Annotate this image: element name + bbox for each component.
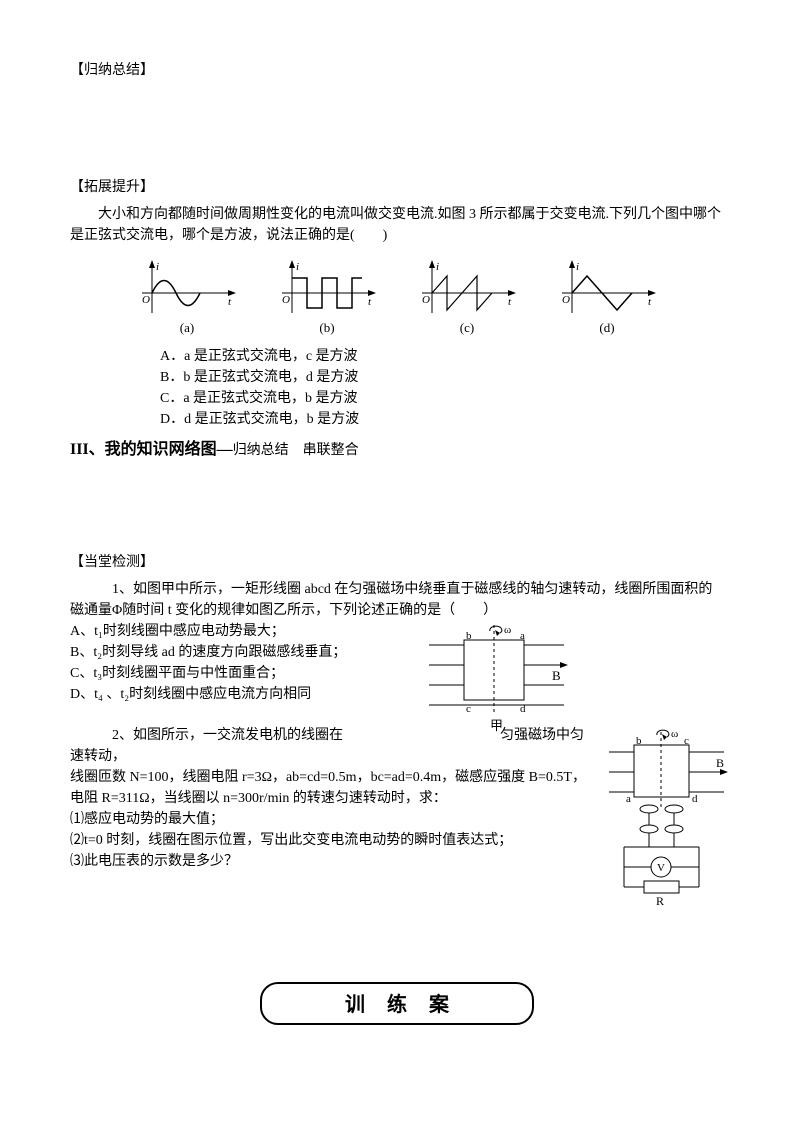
- svg-text:c: c: [684, 735, 689, 747]
- wave-d-svg: i t O: [552, 258, 662, 318]
- section-dangtang-title: 【当堂检测】: [70, 552, 724, 573]
- wave-a-svg: i t O: [132, 258, 242, 318]
- training-box: 训练案: [260, 982, 534, 1025]
- svg-text:i: i: [436, 261, 439, 273]
- axis-i-label: i: [156, 261, 159, 273]
- svg-text:b: b: [636, 735, 642, 747]
- heading-iii: III、我的知识网络图—归纳总结 串联整合: [70, 438, 724, 462]
- svg-text:a: a: [520, 630, 525, 642]
- svg-text:c: c: [466, 703, 471, 715]
- svg-text:ω: ω: [671, 728, 678, 740]
- wave-d-cell: i t O (d): [552, 258, 662, 336]
- svg-text:i: i: [296, 261, 299, 273]
- svg-text:t: t: [648, 296, 652, 308]
- blank-space-2: [70, 462, 724, 552]
- question-2-block: 2、如图所示，一交流发电机的线圈在 匀强磁场中匀速转动， 线圈匝数 N=100，…: [70, 725, 724, 872]
- q2-line-a: 2、如图所示，一交流发电机的线圈在 匀强磁场中匀速转动，: [70, 725, 590, 767]
- figure-jia: ω b a c d B 甲: [424, 625, 574, 740]
- heading-iii-sub: 归纳总结 串联整合: [233, 443, 359, 458]
- svg-text:ω: ω: [504, 625, 511, 636]
- svg-text:t: t: [368, 296, 372, 308]
- svg-text:a: a: [626, 793, 631, 805]
- svg-text:d: d: [692, 793, 698, 805]
- wave-b-svg: i t O: [272, 258, 382, 318]
- origin-label: O: [142, 294, 150, 306]
- svg-text:B: B: [552, 668, 561, 683]
- q1-opt-d: D、t₄ 、t₂时刻线圈中感应电流方向相同: [70, 684, 724, 705]
- option-d: D．d 是正弦式交流电，b 是方波: [160, 409, 724, 430]
- svg-text:O: O: [282, 294, 290, 306]
- svg-text:O: O: [422, 294, 430, 306]
- q1-opt-b: B、t₂时刻导线 ad 的速度方向跟磁感线垂直；: [70, 642, 724, 663]
- section-guina-title: 【归纳总结】: [70, 60, 724, 81]
- option-c: C．a 是正弦式交流电，b 是方波: [160, 388, 724, 409]
- wave-a-label: (a): [132, 320, 242, 336]
- q2-p2: ⑵t=0 时刻，线圈在图示位置，写出此交变电流电动势的瞬时值表达式；: [70, 830, 590, 851]
- svg-text:V: V: [657, 862, 665, 874]
- wave-b-cell: i t O (b): [272, 258, 382, 336]
- wave-c-svg: i t O: [412, 258, 522, 318]
- svg-text:t: t: [508, 296, 512, 308]
- wave-d-label: (d): [552, 320, 662, 336]
- svg-text:B: B: [716, 756, 724, 770]
- svg-text:i: i: [576, 261, 579, 273]
- svg-text:O: O: [562, 294, 570, 306]
- q1-stem: 1、如图甲中所示，一矩形线圈 abcd 在匀强磁场中绕垂直于磁感线的轴匀速转动，…: [70, 579, 724, 621]
- waveform-row: i t O (a) i t O (b): [70, 258, 724, 336]
- q2-p1: ⑴感应电动势的最大值；: [70, 809, 590, 830]
- q2-line-b: 线圈匝数 N=100，线圈电阻 r=3Ω，ab=cd=0.5m，bc=ad=0.…: [70, 767, 590, 788]
- wave-c-cell: i t O (c): [412, 258, 522, 336]
- wave-b-label: (b): [272, 320, 382, 336]
- q1-opt-c: C、t₃时刻线圈平面与中性面重合；: [70, 663, 724, 684]
- tuozhan-body: 大小和方向都随时间做周期性变化的电流叫做交变电流.如图 3 所示都属于交变电流.…: [70, 204, 724, 246]
- blank-space: [70, 87, 724, 177]
- svg-text:d: d: [520, 703, 526, 715]
- training-box-text: 训练案: [345, 994, 471, 1016]
- q1-opt-a: A、t₁时刻线圈中感应电动势最大；: [70, 621, 724, 642]
- tuozhan-options: A．a 是正弦式交流电，c 是方波 B．b 是正弦式交流电，d 是方波 C．a …: [160, 346, 724, 430]
- q2-p3: ⑶此电压表的示数是多少？: [70, 851, 590, 872]
- wave-c-label: (c): [412, 320, 522, 336]
- section-tuozhan-title: 【拓展提升】: [70, 177, 724, 198]
- wave-a-cell: i t O (a): [132, 258, 242, 336]
- axis-t-label: t: [228, 296, 232, 308]
- figure-generator: B ω b c a d: [604, 727, 734, 922]
- worksheet-page: 【归纳总结】 【拓展提升】 大小和方向都随时间做周期性变化的电流叫做交变电流.如…: [0, 0, 794, 1123]
- option-b: B．b 是正弦式交流电，d 是方波: [160, 367, 724, 388]
- q2-line-c: 电阻 R=311Ω，当线圈以 n=300r/min 的转速匀速转动时，求：: [70, 788, 590, 809]
- svg-text:b: b: [466, 630, 472, 642]
- option-a: A．a 是正弦式交流电，c 是方波: [160, 346, 724, 367]
- heading-iii-main: III、我的知识网络图—: [70, 441, 233, 458]
- question-1-block: 1、如图甲中所示，一矩形线圈 abcd 在匀强磁场中绕垂直于磁感线的轴匀速转动，…: [70, 579, 724, 705]
- svg-text:R: R: [656, 894, 664, 908]
